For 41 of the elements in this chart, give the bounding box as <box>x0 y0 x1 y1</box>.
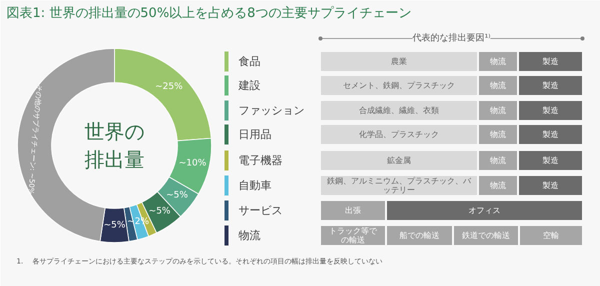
text: セメント、鉄鋼、プラスチック <box>343 81 455 90</box>
data-label: ~5% <box>166 190 188 200</box>
text: 物流 <box>490 156 506 165</box>
text: 物流 <box>490 81 506 90</box>
text: 製造 <box>542 181 558 190</box>
data-label: ~10% <box>178 158 207 168</box>
text: 代表的な排出要因¹⁾ <box>412 32 490 44</box>
chart-title: 図表1: 世界の排出量の50%以上を占める8つの主要サプライチェーン <box>6 5 412 21</box>
data-label: ~5% <box>104 220 126 230</box>
text: 農業 <box>391 57 407 66</box>
text: 物流 <box>490 106 506 115</box>
legend-label: 自動車 <box>238 179 272 192</box>
text: 製造 <box>542 130 558 139</box>
text: 製造 <box>542 81 558 90</box>
legend-label: 電子機器 <box>238 154 282 167</box>
data-label: ~25% <box>155 82 184 92</box>
data-label: ~5% <box>148 206 171 217</box>
legend-label: 物流 <box>238 229 260 242</box>
legend-label: 日用品 <box>238 128 272 141</box>
text: 鉱金属 <box>387 156 411 165</box>
data-label: ~2% <box>127 216 150 227</box>
text: 合成繊維、繊維、衣類 <box>359 106 439 115</box>
text: 化学品、プラスチック <box>359 130 439 139</box>
text: 世界の排出量 <box>84 120 144 172</box>
text: 製造 <box>542 156 558 165</box>
text: 製造 <box>542 106 558 115</box>
legend-label: 建設 <box>238 79 260 92</box>
text: 物流 <box>490 181 506 190</box>
text: 物流 <box>490 130 506 139</box>
legend-label: サービス <box>238 204 282 217</box>
text: 空輸 <box>543 231 559 240</box>
text: 鉄道での輸送 <box>462 231 510 240</box>
text: オフィス <box>468 206 500 215</box>
legend-label: 食品 <box>238 55 260 68</box>
legend-label: ファッション <box>238 104 304 117</box>
text: 物流 <box>490 57 506 66</box>
text: 出張 <box>345 206 361 215</box>
text: 鉄鋼、アルミニウム、プラスチック、バッテリー <box>327 176 472 194</box>
text: 船での輸送 <box>400 231 440 240</box>
text: トラック等での輸送 <box>329 226 378 244</box>
text: 製造 <box>542 57 558 66</box>
